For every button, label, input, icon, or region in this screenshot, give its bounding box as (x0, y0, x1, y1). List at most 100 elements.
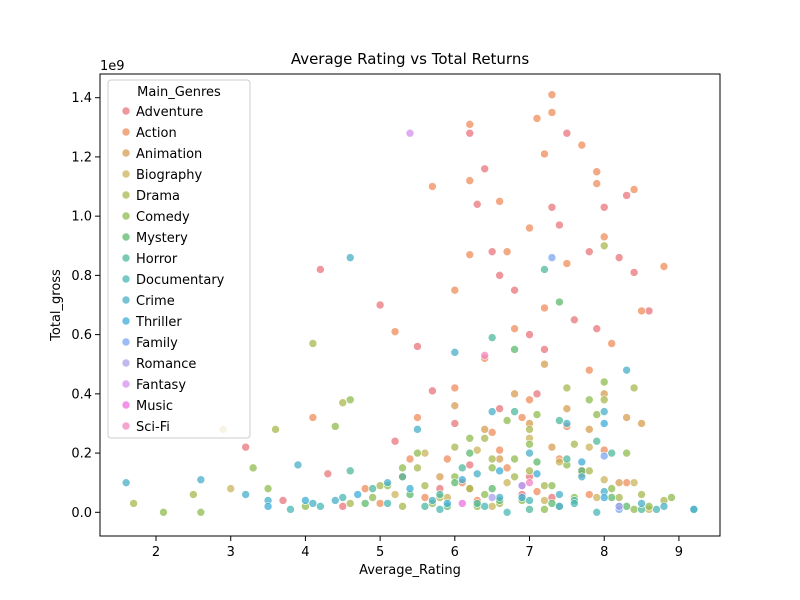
scatter-point (338, 398, 348, 408)
x-axis-label: Average_Rating (359, 563, 461, 578)
legend-marker (121, 127, 131, 137)
scatter-point (405, 454, 415, 464)
scatter-point (450, 419, 460, 428)
scatter-point (480, 433, 490, 443)
scatter-point (555, 457, 564, 467)
scatter-point (525, 223, 534, 233)
scatter-point (540, 265, 549, 274)
scatter-point (390, 327, 400, 336)
scatter-point (353, 490, 363, 499)
scatter-point (435, 490, 445, 499)
scatter-point (562, 259, 572, 268)
plot-frame (99, 73, 721, 537)
legend: Main_Genres Adventure Action Animation Biog… (107, 79, 251, 439)
scatter-point (592, 167, 602, 177)
scatter-point (495, 454, 504, 464)
scatter-point (525, 505, 534, 514)
scatter-point (271, 425, 280, 434)
scatter-point (629, 505, 639, 514)
scatter-point (599, 451, 609, 461)
scatter-point (525, 395, 534, 405)
scatter-point (644, 502, 654, 511)
x-tick-label: 8 (600, 545, 608, 560)
scatter-point (413, 425, 422, 434)
scatter-point (345, 466, 355, 476)
scatter-point (637, 306, 646, 316)
scatter-point (450, 348, 460, 357)
scatter-point (345, 253, 355, 262)
scatter-point (196, 475, 206, 485)
scatter-point (487, 428, 497, 437)
y-tick-label: 0.4 (71, 387, 92, 402)
scatter-point (599, 241, 609, 251)
scatter-point (584, 395, 594, 405)
scatter-point (495, 271, 504, 280)
scatter-point (622, 365, 631, 375)
scatter-point (614, 502, 624, 511)
scatter-point (614, 253, 624, 262)
legend-box (107, 79, 251, 439)
legend-marker (121, 232, 131, 242)
scatter-point (330, 496, 340, 505)
scatter-point (592, 179, 602, 188)
scatter-point (584, 466, 594, 476)
scatter-point (644, 306, 654, 316)
legend-entry: Drama (136, 189, 180, 204)
y-tick-label: 1.0 (71, 210, 92, 225)
y-tick-label: 1.4 (71, 91, 92, 106)
scatter-point (405, 128, 415, 138)
scatter-point (599, 202, 609, 212)
scatter-point (592, 493, 602, 502)
scatter-point (286, 505, 295, 514)
scatter-point (375, 499, 385, 508)
scatter-point (517, 413, 527, 422)
scatter-point (465, 448, 475, 458)
scatter-point (189, 490, 198, 499)
scatter-point (383, 478, 392, 487)
scatter-point (622, 448, 631, 458)
legend-entry: Sci-Fi (136, 420, 170, 435)
x-tick-label: 6 (451, 545, 459, 560)
scatter-point (629, 185, 639, 194)
x-tick-label: 9 (675, 545, 683, 560)
legend-entry: Family (136, 336, 178, 351)
scatter-point (540, 496, 549, 505)
scatter-point (637, 499, 646, 508)
legend-entry: Music (136, 399, 173, 414)
scatter-point (495, 404, 504, 413)
scatter-point (472, 499, 482, 508)
scatter-point (667, 493, 676, 502)
scatter-point (629, 268, 639, 277)
scatter-point (525, 478, 534, 487)
scatter-point (293, 460, 303, 470)
legend-marker (121, 316, 131, 326)
scatter-point (465, 120, 475, 129)
scatter-point (652, 505, 661, 514)
scatter-point (413, 413, 422, 422)
scatter-point (570, 499, 579, 508)
x-tick-label: 3 (227, 545, 235, 560)
scatter-point (480, 425, 490, 434)
scatter-point (308, 339, 318, 348)
scatter-point (510, 389, 519, 399)
y-tick-label: 0.6 (71, 328, 92, 343)
y-multiplier-label: 1e9 (100, 59, 125, 74)
scatter-point (368, 493, 377, 502)
legend-marker (121, 421, 131, 431)
legend-marker (121, 337, 131, 347)
scatter-point (375, 481, 385, 490)
legend-marker (121, 169, 131, 179)
scatter-point (450, 401, 460, 410)
scatter-point (532, 487, 542, 496)
scatter-point (368, 484, 377, 493)
scatter-point (330, 422, 340, 431)
scatter-point (502, 478, 512, 487)
scatter-point (540, 481, 549, 490)
legend-entry: Comedy (136, 210, 190, 225)
legend-marker (121, 295, 131, 305)
scatter-point (659, 502, 669, 511)
scatter-point (465, 128, 475, 138)
scatter-point (465, 484, 475, 493)
scatter-point (599, 419, 609, 428)
